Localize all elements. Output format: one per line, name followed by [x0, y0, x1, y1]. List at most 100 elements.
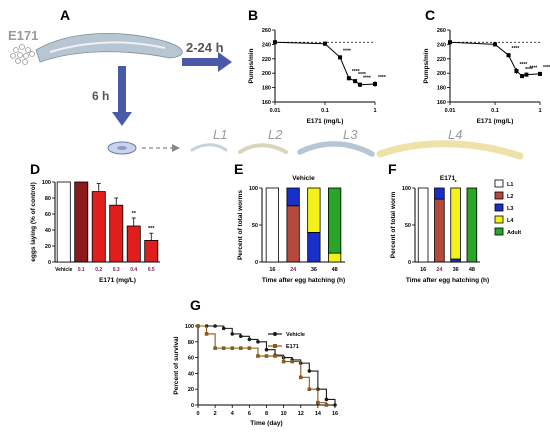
panel-label-g: G — [190, 297, 201, 313]
survival-point — [230, 332, 235, 336]
survival-point — [239, 334, 243, 339]
y-tick-label: 240 — [437, 42, 446, 48]
x-axis-title: E171 (mg/L) — [477, 118, 514, 125]
survival-curve — [198, 325, 336, 405]
x-tick-label: 4 — [231, 411, 235, 417]
x-tick-label: 36 — [311, 267, 317, 273]
significance-label: **** — [352, 69, 360, 75]
y-tick-label: 60 — [45, 212, 51, 218]
y-tick-label: 40 — [188, 371, 194, 377]
panel-label-e: E — [234, 161, 243, 177]
x-axis-title: Time (day) — [250, 420, 282, 427]
arrow-right-icon — [182, 52, 232, 72]
legend-label: Vehicle — [286, 332, 305, 338]
stage-label-l1: L1 — [213, 127, 227, 142]
stacked-bar-segment — [466, 187, 478, 263]
x-tick-label: 14 — [315, 411, 322, 417]
survival-point — [230, 346, 235, 350]
significance-label: ** — [132, 211, 137, 217]
legend-label: L3 — [507, 206, 513, 212]
stacked-bar-segment — [286, 205, 300, 263]
stacked-bar-segment — [417, 187, 429, 263]
y-tick-label: 100 — [42, 180, 51, 186]
data-point — [524, 72, 529, 77]
legend-swatch — [494, 203, 504, 212]
y-tick-label: 0 — [48, 260, 51, 266]
data-point — [514, 69, 519, 74]
x-tick-label: 0.2 — [95, 267, 102, 273]
panel-label-a: A — [60, 7, 70, 23]
chart-panel-e: Vehicle 0 50 100 16 24 36 48 Time after egg hatc… — [237, 175, 345, 284]
x-tick-label: 0.5 — [148, 267, 155, 273]
x-tick-label: 16 — [332, 411, 338, 417]
chart-panel-d: 0 20 40 60 80 100 Vehicle 0.1 0.2 0.3 ** 0.4 *** 0.5 E… — [30, 180, 160, 284]
survival-curve — [198, 325, 327, 405]
x-tick-label: 10 — [281, 411, 287, 417]
survival-point — [290, 359, 294, 364]
survival-point — [281, 359, 286, 364]
y-tick-label: 0 — [255, 260, 258, 266]
significance-label: *** — [148, 226, 155, 232]
arrow-down-label: 6 h — [92, 89, 109, 103]
legend-label: L2 — [507, 194, 513, 200]
particles-icon — [10, 44, 35, 65]
significance-label: **** — [543, 65, 550, 71]
survival-point — [307, 369, 312, 373]
survival-point — [298, 375, 303, 380]
x-tick-label: 0.01 — [270, 108, 281, 114]
survival-point — [324, 397, 329, 402]
bar — [74, 181, 89, 263]
survival-point — [221, 326, 226, 331]
survival-point — [307, 387, 312, 391]
survival-point — [264, 347, 269, 352]
data-point — [323, 41, 327, 46]
survival-point — [316, 400, 320, 405]
x-tick-label: 0.1 — [321, 108, 329, 114]
y-tick-label: 180 — [262, 86, 271, 92]
survival-point — [264, 354, 269, 358]
stage-label-l3: L3 — [343, 127, 358, 142]
y-axis-title: Pumps/min — [248, 48, 255, 83]
bar — [144, 239, 159, 263]
stacked-bar-segment — [434, 198, 445, 263]
x-tick-label: 0.3 — [113, 267, 120, 273]
survival-point — [196, 324, 200, 328]
chart-panel-g: 0 20 40 60 80 100 0 2 4 6 8 10 12 14 16 Time (day) Perce… — [173, 324, 338, 427]
data-point — [506, 53, 511, 58]
chart-title: Vehicle — [292, 175, 315, 182]
legend-swatch — [494, 191, 504, 200]
y-axis-title: eggs laying (% of control) — [30, 182, 37, 261]
stacked-bar-segment — [327, 252, 342, 263]
y-axis-title: Percent of total worm — [390, 192, 397, 259]
survival-point — [256, 354, 260, 358]
legend-marker — [273, 344, 277, 348]
y-tick-label: 100 — [249, 186, 258, 192]
y-axis-title: Pumps/min — [423, 48, 430, 83]
x-tick-label: 0.1 — [491, 108, 499, 114]
panel-label-d: D — [30, 161, 40, 177]
compound-label: E171 — [8, 28, 38, 43]
y-axis-title: Percent of total worms — [237, 190, 244, 260]
y-tick-label: 200 — [437, 71, 446, 77]
larva-l3-icon — [297, 141, 375, 157]
survival-point — [213, 346, 217, 350]
data-point — [357, 82, 362, 87]
x-axis-title: Time after egg hatching (h) — [406, 277, 489, 284]
y-tick-label: 20 — [45, 244, 51, 250]
survival-point — [221, 346, 226, 350]
significance-label: **** — [358, 72, 366, 78]
x-tick-label: 0 — [196, 411, 199, 417]
data-point — [373, 82, 377, 86]
x-tick-label: 48 — [469, 267, 475, 273]
data-point — [338, 55, 343, 60]
stage-label-l4: L4 — [448, 127, 462, 142]
stacked-bar-segment — [450, 187, 461, 260]
y-axis-title: Percent of survival — [173, 336, 180, 394]
significance-label: **** — [378, 75, 386, 81]
legend-swatch — [494, 179, 504, 188]
chart-panel-b: 160 180 200 220 240 260 0.01 0.1 1 E171 (mg/L) Pum… — [248, 28, 386, 125]
data-point — [448, 40, 452, 45]
x-tick-label: 0.01 — [445, 108, 456, 114]
x-axis-title: Time after egg hatching (h) — [262, 277, 345, 284]
